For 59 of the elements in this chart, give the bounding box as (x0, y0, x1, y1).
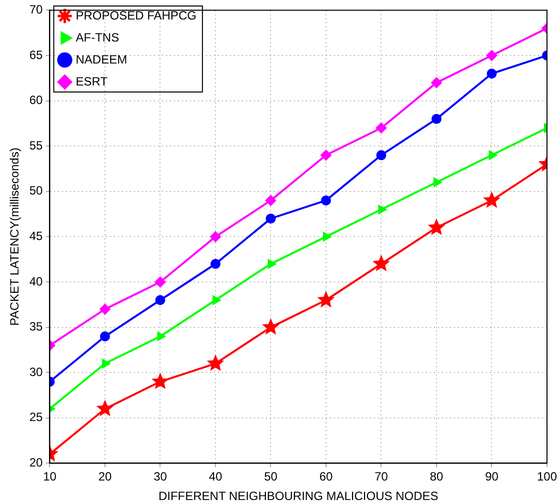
point (154, 276, 166, 288)
x-tick-label: 40 (208, 470, 222, 484)
y-tick-label: 60 (29, 93, 44, 108)
y-tick-label: 50 (29, 184, 44, 198)
point (376, 122, 387, 134)
point (152, 373, 168, 388)
point (157, 332, 166, 342)
point (486, 68, 497, 79)
legend-label: NADEEM (76, 52, 128, 66)
legend-label: ESRT (76, 74, 108, 88)
point (373, 256, 390, 271)
y-tick-label: 20 (29, 456, 44, 470)
point (430, 77, 442, 88)
point (488, 150, 498, 160)
x-tick-label: 80 (430, 470, 444, 484)
point (155, 295, 166, 306)
point (320, 150, 332, 161)
x-tick-label: 70 (374, 470, 388, 484)
point (486, 50, 498, 61)
x-tick-label: 90 (485, 470, 499, 484)
legend-label: AF-TNS (76, 30, 120, 44)
point (433, 178, 442, 188)
y-tick-label: 40 (29, 274, 44, 288)
x-tick-label: 50 (264, 470, 278, 484)
x-tick-label: 30 (154, 470, 168, 484)
point (102, 358, 110, 368)
point (320, 195, 331, 206)
point (484, 192, 500, 208)
point (265, 194, 276, 206)
point (97, 400, 113, 416)
x-tick-label: 60 (319, 470, 333, 484)
point (208, 355, 224, 370)
y-tick-label: 45 (29, 229, 44, 244)
point (210, 258, 220, 269)
y-tick-label: 65 (29, 48, 44, 62)
point (322, 232, 332, 242)
y-axis-title: PACKET LATENCY(milliseconds) (8, 148, 22, 326)
point (212, 295, 221, 305)
point (268, 259, 276, 269)
point (266, 214, 276, 224)
point (428, 219, 444, 234)
x-tick-label: 10 (43, 470, 57, 484)
x-tick-label: 20 (98, 470, 112, 484)
point (378, 204, 387, 214)
point (210, 231, 221, 242)
point (431, 114, 442, 124)
y-tick-label: 25 (29, 410, 44, 424)
y-tick-label: 55 (29, 138, 44, 152)
x-tick-label: 100 (536, 470, 558, 484)
point (318, 292, 334, 307)
y-tick-label: 30 (29, 364, 44, 379)
x-axis-title: DIFFERENT NEIGHBOURING MALICIOUS NODES (158, 489, 438, 504)
point (262, 319, 279, 334)
point (376, 150, 386, 160)
point (99, 304, 110, 315)
point (100, 331, 110, 342)
y-tick-label: 35 (29, 320, 44, 334)
y-tick-label: 70 (29, 2, 44, 17)
legend-label: PROPOSED FAHPCG (76, 8, 196, 22)
